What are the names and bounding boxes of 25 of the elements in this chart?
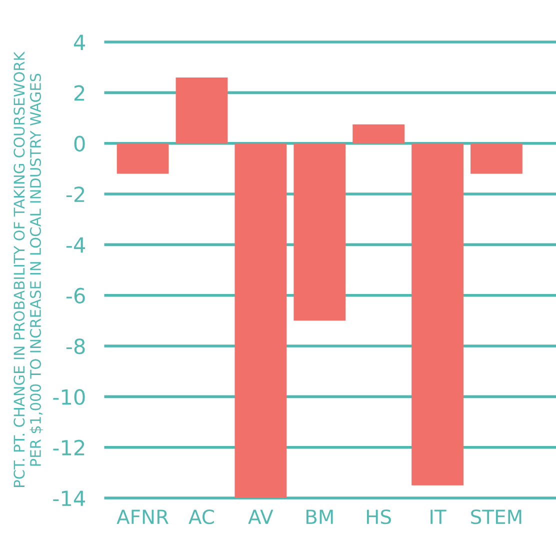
y-tick-label: -6: [66, 288, 85, 304]
x-tick-label: STEM: [471, 509, 522, 524]
y-tick-label: 4: [74, 34, 86, 50]
x-tick-label: IT: [430, 510, 446, 524]
x-tick-label: AV: [248, 510, 274, 524]
y-tick-label: -4: [66, 237, 86, 253]
bar: [470, 143, 522, 174]
bar: [352, 124, 405, 144]
x-tick-label: AC: [188, 509, 214, 524]
bar: [294, 143, 346, 321]
y-axis-title: PCT. PT. CHANGE IN PROBABILITY OF TAKING COURSEWORK PER $1,000 TO INCREASE IN LOCAL INDUSTRY WAGES: [14, 51, 43, 487]
y-tick-label: 0: [74, 136, 85, 152]
bar: [116, 143, 169, 174]
x-tick-label: AFNR: [116, 510, 168, 524]
y-tick-label: -14: [53, 490, 86, 506]
x-tick-label: HS: [366, 509, 391, 524]
y-tick-label: -12: [53, 440, 84, 456]
y-tick-label: -2: [66, 186, 84, 202]
y-tick-label: -10: [53, 389, 85, 405]
bar: [234, 143, 287, 498]
bar: [412, 143, 464, 486]
y-tick-label: -8: [66, 338, 85, 354]
bar: [176, 77, 228, 144]
x-tick-label: BM: [306, 510, 333, 524]
y-tick-label: 2: [74, 85, 84, 101]
